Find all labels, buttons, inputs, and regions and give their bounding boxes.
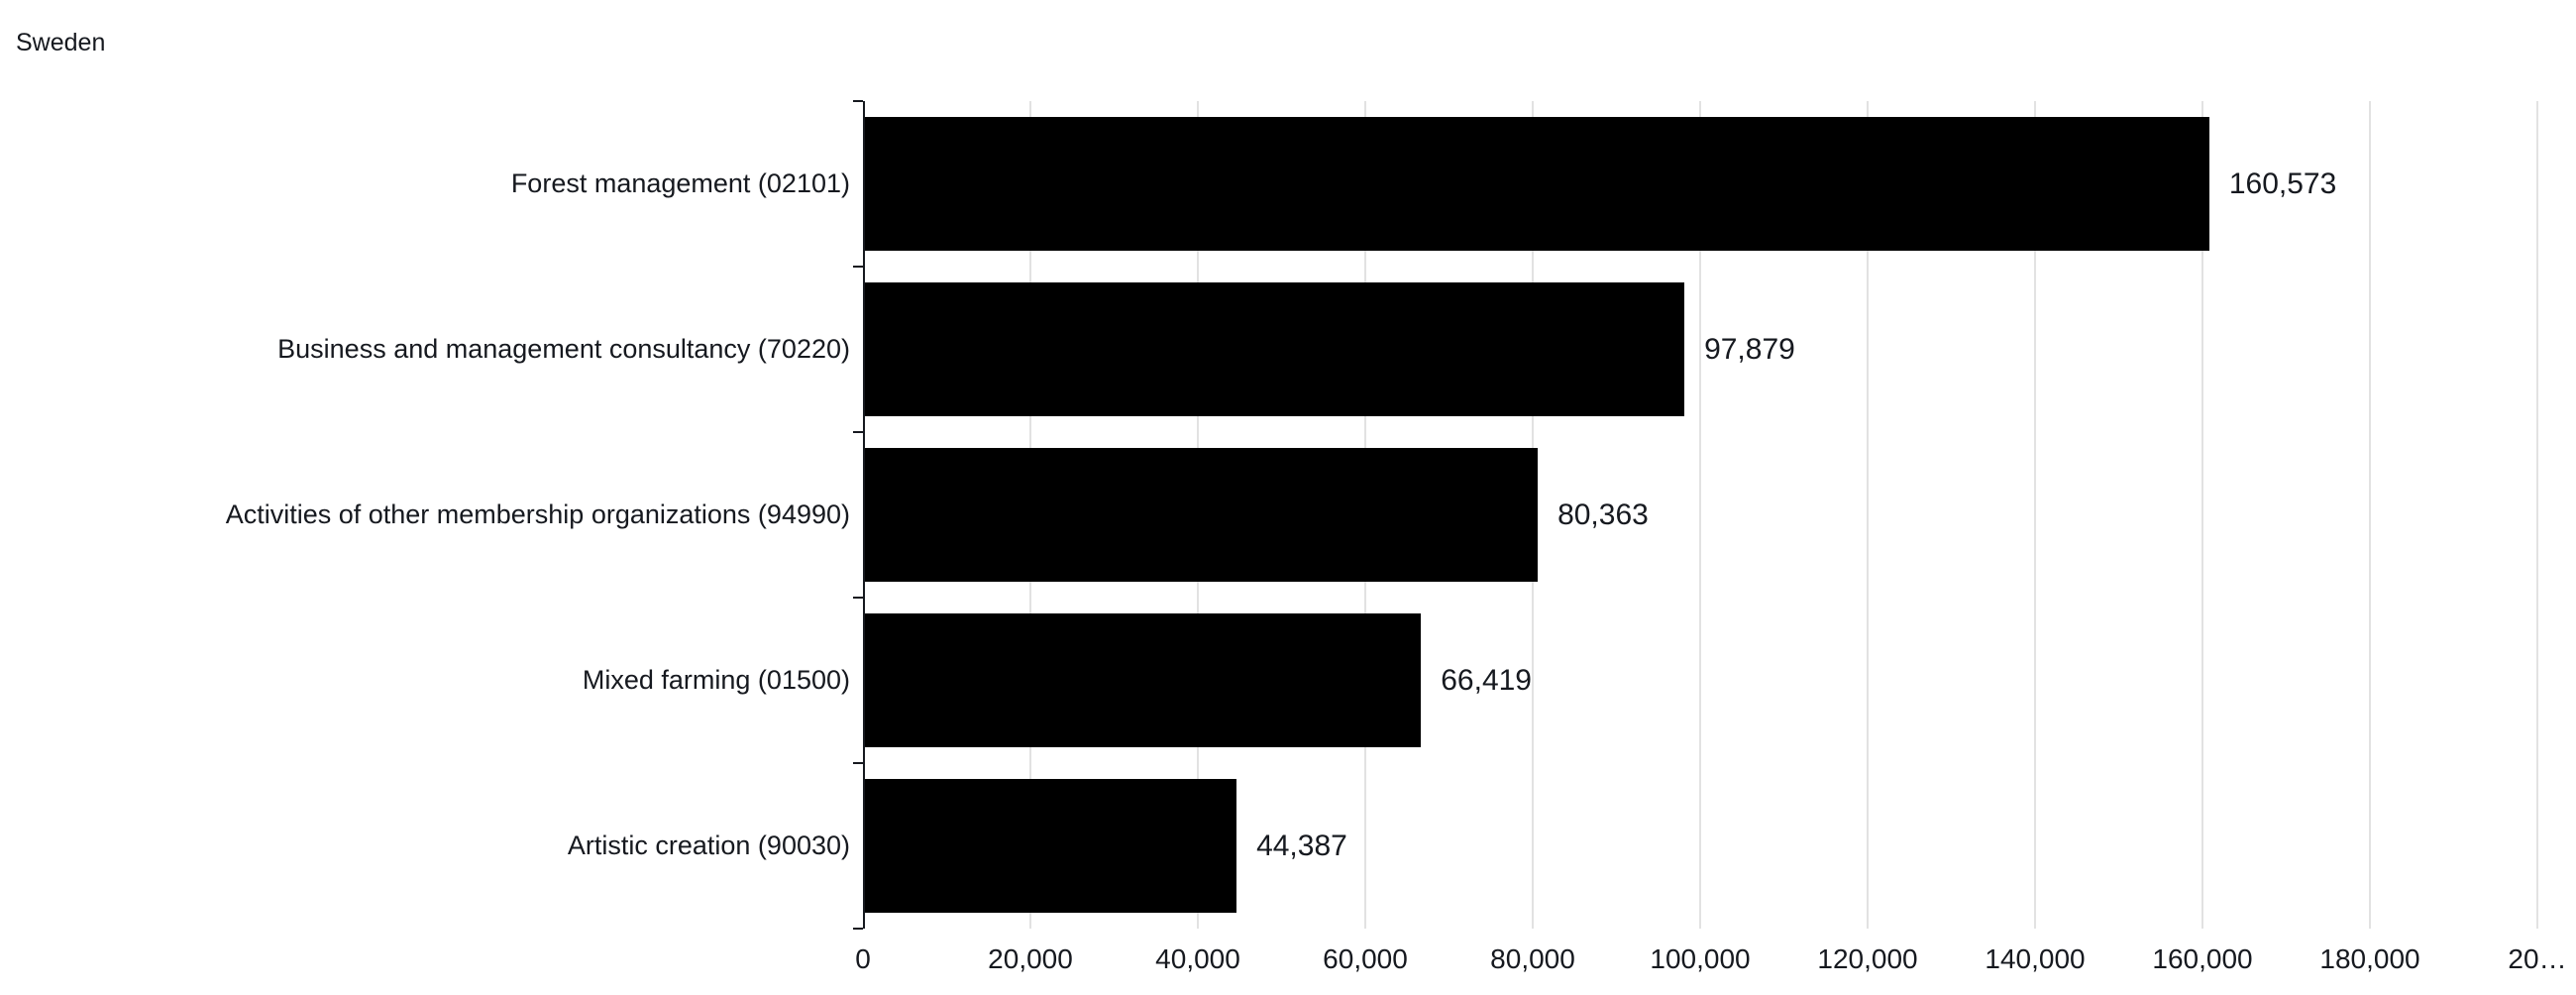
bar[interactable] [865,282,1685,416]
x-tick-label: 100,000 [1650,943,1751,974]
x-tick-label: 180,000 [2319,943,2420,974]
y-axis-tick [853,928,863,930]
x-gridline [2536,101,2538,929]
chart-title: Sweden [16,29,106,56]
bar-value-label: 66,419 [1441,663,1532,697]
bar-value-label: 80,363 [1557,498,1649,531]
x-gridline [2201,101,2203,929]
x-tick-label: 140,000 [1985,943,2086,974]
bar[interactable] [865,448,1539,582]
category-label: Mixed farming (01500) [582,665,850,695]
y-axis-line [863,101,865,929]
x-gridline [1699,101,1701,929]
x-tick-label: 80,000 [1490,943,1575,974]
y-axis-tick [853,266,863,268]
x-tick-label: 20… [2508,943,2567,974]
y-axis-tick [853,431,863,433]
x-tick-label: 0 [855,943,871,974]
x-tick-label: 120,000 [1817,943,1918,974]
bar-value-label: 160,573 [2228,166,2337,200]
plot-area [853,100,2576,930]
bar-value-label: 97,879 [1704,332,1795,366]
x-gridline [2034,101,2036,929]
y-axis-tick [853,762,863,764]
category-label: Business and management consultancy (702… [277,334,850,364]
bar-value-label: 44,387 [1256,829,1347,862]
x-gridline [1867,101,1869,929]
y-axis-tick [853,597,863,599]
x-tick-label: 160,000 [2152,943,2253,974]
category-label: Activities of other membership organizat… [225,499,850,529]
bar[interactable] [865,117,2209,251]
category-label: Artistic creation (90030) [567,830,850,860]
x-tick-label: 40,000 [1155,943,1240,974]
x-tick-label: 60,000 [1323,943,1408,974]
category-label: Forest management (02101) [510,168,850,198]
x-tick-label: 20,000 [988,943,1073,974]
x-gridline [2369,101,2371,929]
bar[interactable] [865,779,1237,913]
bar[interactable] [865,613,1422,747]
y-axis-tick [853,100,863,102]
